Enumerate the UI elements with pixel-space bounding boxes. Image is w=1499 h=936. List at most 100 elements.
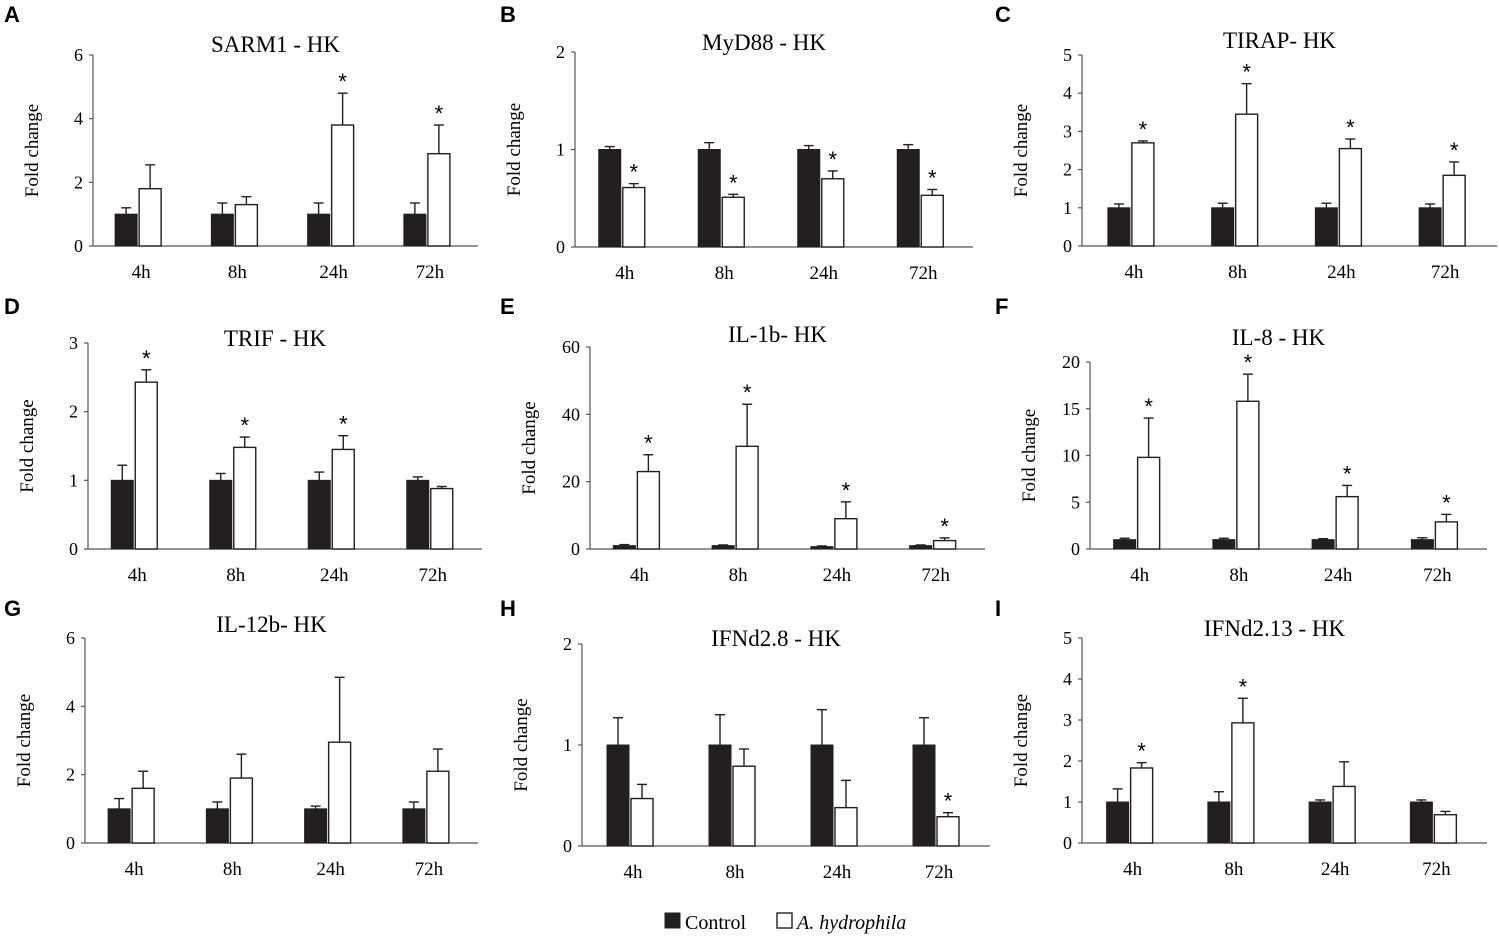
bar-treatment <box>327 741 352 844</box>
significance-marker: * <box>1450 138 1459 163</box>
bar-control <box>114 213 138 247</box>
panel-letter: E <box>500 294 515 319</box>
bar-treatment <box>430 487 454 550</box>
bar-control <box>402 808 426 844</box>
bar-control <box>110 479 134 550</box>
x-tick-label: 72h <box>921 565 950 586</box>
y-tick-label: 2 <box>74 172 83 192</box>
panel-letter: B <box>500 2 516 27</box>
panel-g: G IL-12b- HK Fold change 0 2 4 6 4h 8h 24h 72h <box>4 596 478 880</box>
y-tick-label: 0 <box>556 237 565 257</box>
y-tick-label: 5 <box>1071 492 1080 512</box>
significance-marker: * <box>928 165 937 190</box>
panel-letter: D <box>4 294 20 319</box>
significance-marker: * <box>1239 674 1248 699</box>
y-tick-label: 3 <box>1063 121 1072 141</box>
x-tick-label: 72h <box>1423 565 1452 586</box>
bar-treatment <box>1442 174 1466 247</box>
x-tick-label: 8h <box>226 565 246 586</box>
y-tick-label: 20 <box>562 472 580 492</box>
bar-treatment <box>1136 456 1161 550</box>
x-tick-label: 4h <box>132 262 152 283</box>
bar-treatment <box>1434 521 1459 550</box>
y-tick-label: 4 <box>1063 669 1072 689</box>
bar-treatment <box>138 187 162 247</box>
x-tick-label: 8h <box>1229 565 1249 586</box>
y-axis-label: Fold change <box>1019 409 1040 502</box>
y-tick-label: 0 <box>66 833 75 853</box>
bar-control <box>307 479 331 550</box>
y-tick-label: 40 <box>562 404 580 424</box>
bar-control <box>912 744 936 847</box>
significance-marker: * <box>142 346 151 371</box>
y-tick-label: 15 <box>1062 399 1080 419</box>
y-tick-label: 5 <box>1063 45 1072 65</box>
y-tick-label: 10 <box>1062 446 1080 466</box>
bar-control <box>896 149 920 248</box>
legend-label-treatment: A. hydrophila <box>795 912 906 934</box>
bar-control <box>210 213 234 247</box>
bar-control <box>1410 539 1434 550</box>
y-tick-label: 1 <box>69 470 78 490</box>
y-axis-label: Fold change <box>17 399 38 492</box>
bar-treatment <box>920 194 944 248</box>
significance-marker: * <box>644 431 653 456</box>
bar-treatment <box>233 446 257 550</box>
bar-treatment <box>1131 142 1155 247</box>
y-tick-label: 0 <box>74 236 83 256</box>
bar-control <box>1314 207 1338 247</box>
y-tick-label: 5 <box>1063 628 1072 648</box>
panel-e: E IL-1b- HK Fold change 0 20 40 60 4h * 8h * 24h * 72… <box>500 294 985 586</box>
x-tick-label: 24h <box>823 565 852 586</box>
y-tick-label: 2 <box>563 634 572 654</box>
bar-treatment <box>735 445 759 550</box>
x-tick-label: 72h <box>1422 859 1451 880</box>
x-tick-label: 24h <box>320 565 349 586</box>
significance-marker: * <box>435 101 444 126</box>
significance-marker: * <box>339 412 348 437</box>
panel-a: A SARM1 - HK Fold change 0 2 4 6 4h 8h 24h * 72h * <box>4 2 478 283</box>
bar-treatment <box>721 196 745 248</box>
bar-treatment <box>131 787 155 844</box>
significance-marker: * <box>1144 394 1153 419</box>
y-tick-label: 0 <box>1063 236 1072 256</box>
bar-control <box>1212 539 1236 550</box>
significance-marker: * <box>1139 117 1148 142</box>
x-tick-label: 8h <box>715 263 735 284</box>
panel-letter: F <box>995 294 1008 319</box>
panel-f: F IL-8 - HK Fold change 0 5 10 15 20 4h * 8h * 24h * 7… <box>995 294 1487 586</box>
x-tick-label: 4h <box>615 263 635 284</box>
bar-control <box>307 213 331 247</box>
significance-marker: * <box>338 69 347 94</box>
bar-control <box>1311 539 1335 550</box>
x-tick-label: 24h <box>319 262 348 283</box>
bar-control <box>107 808 131 844</box>
y-tick-label: 3 <box>1063 710 1072 730</box>
bar-control <box>1211 207 1235 247</box>
significance-marker: * <box>944 789 953 814</box>
x-tick-label: 8h <box>1224 859 1244 880</box>
bar-control <box>1107 207 1131 247</box>
chart-title: IFNd2.8 - HK <box>711 626 841 651</box>
bar-control <box>1308 801 1332 844</box>
bar-control <box>205 808 229 844</box>
panel-letter: I <box>995 596 1001 621</box>
bar-treatment <box>1236 400 1260 550</box>
x-tick-label: 4h <box>624 862 644 883</box>
x-tick-label: 4h <box>125 859 145 880</box>
y-tick-label: 1 <box>1063 198 1072 218</box>
panel-letter: A <box>4 2 20 27</box>
bar-control <box>209 479 233 550</box>
bar-treatment <box>636 470 661 550</box>
bar-treatment <box>732 765 756 847</box>
y-axis-label: Fold change <box>14 694 35 787</box>
bar-treatment <box>630 797 654 847</box>
bar-control <box>797 149 821 248</box>
significance-marker: * <box>1343 461 1352 486</box>
significance-marker: * <box>1442 490 1451 515</box>
x-tick-label: 4h <box>128 565 148 586</box>
x-tick-label: 8h <box>729 565 749 586</box>
significance-marker: * <box>240 413 249 438</box>
x-tick-label: 72h <box>925 862 954 883</box>
